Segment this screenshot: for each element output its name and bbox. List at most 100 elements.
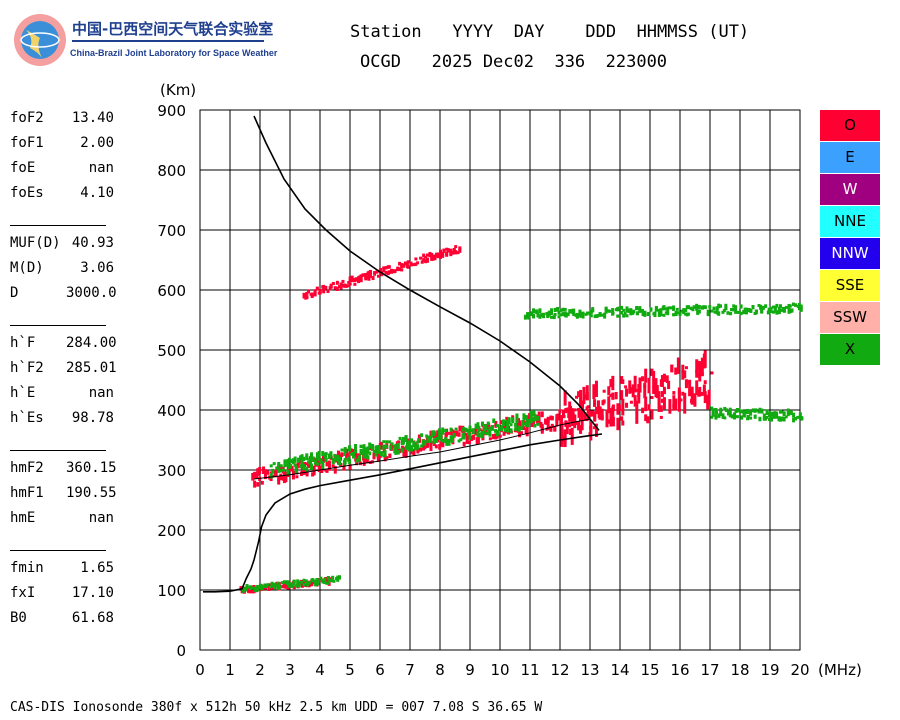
echo-point xyxy=(277,587,281,591)
echo-point xyxy=(269,478,273,482)
echo-point xyxy=(746,410,750,414)
echo-point xyxy=(557,315,561,319)
echo-point xyxy=(638,306,642,310)
echo-point xyxy=(641,376,645,382)
param-label-fmin: fmin xyxy=(10,560,44,576)
echo-point xyxy=(412,441,416,447)
echo-point xyxy=(540,411,544,418)
echo-point xyxy=(503,428,507,432)
echo-point xyxy=(300,460,304,466)
echo-point xyxy=(468,425,472,430)
echo-point xyxy=(773,309,777,313)
echo-point xyxy=(700,392,704,396)
echo-point xyxy=(331,457,335,465)
echo-point xyxy=(737,408,741,412)
echo-point xyxy=(439,441,443,447)
echo-point xyxy=(746,417,750,421)
echo-point xyxy=(354,277,358,282)
echo-point xyxy=(686,312,690,316)
echo-point xyxy=(703,350,707,368)
echo-point xyxy=(572,311,576,317)
echo-point xyxy=(328,578,332,582)
echo-point xyxy=(611,416,615,427)
echo-point xyxy=(470,435,474,441)
echo-point xyxy=(310,463,314,469)
echo-point xyxy=(792,417,796,423)
echo-point xyxy=(528,412,532,420)
echo-point xyxy=(529,410,533,418)
echo-point xyxy=(324,452,328,459)
echo-point xyxy=(660,398,664,403)
echo-point xyxy=(668,306,672,310)
echo-point xyxy=(437,433,441,439)
echo-point xyxy=(573,420,577,429)
echo-point xyxy=(791,302,795,307)
echo-point xyxy=(433,257,437,261)
echo-point xyxy=(286,462,290,467)
echo-point xyxy=(339,286,343,290)
echo-point xyxy=(509,423,513,427)
echo-point xyxy=(444,429,448,433)
echo-point xyxy=(382,266,386,270)
echo-point xyxy=(383,454,387,462)
echo-point xyxy=(778,418,782,422)
echo-point xyxy=(657,313,661,317)
legend-swatch-ssw xyxy=(820,302,880,333)
echo-point xyxy=(333,286,337,290)
echo-point xyxy=(372,449,376,453)
echo-point xyxy=(310,294,314,298)
echo-point xyxy=(305,462,309,466)
x-tick-label: 15 xyxy=(640,661,659,679)
echo-point xyxy=(271,468,275,474)
echo-point xyxy=(765,409,769,413)
echo-point xyxy=(575,314,579,319)
echo-point xyxy=(488,426,492,431)
echo-point xyxy=(786,408,790,414)
echo-point xyxy=(322,284,326,289)
echo-point xyxy=(406,438,410,443)
param-label-hmf2: hmF2 xyxy=(10,460,44,476)
echo-point xyxy=(302,464,306,471)
echo-point xyxy=(549,311,553,315)
echo-point xyxy=(688,379,692,397)
echo-point xyxy=(607,419,611,424)
echo-point xyxy=(753,414,757,419)
echo-point xyxy=(424,255,428,259)
echo-point xyxy=(522,422,526,426)
echo-point xyxy=(758,416,762,422)
echo-point xyxy=(272,462,276,466)
echo-point xyxy=(428,437,432,443)
echo-point xyxy=(441,427,445,434)
echo-point xyxy=(416,440,420,444)
echo-point xyxy=(614,391,618,400)
echo-point xyxy=(274,472,278,478)
echo-point xyxy=(277,467,281,473)
echo-point xyxy=(362,458,366,465)
echo-point xyxy=(499,420,503,425)
echo-point xyxy=(593,315,597,319)
echo-point xyxy=(542,315,546,319)
echo-point xyxy=(579,312,583,316)
echo-point xyxy=(596,400,600,408)
echo-point xyxy=(674,407,678,411)
echo-point xyxy=(616,417,620,431)
echo-point xyxy=(697,309,701,314)
echo-point xyxy=(253,480,257,488)
echo-point xyxy=(568,401,572,409)
echo-point xyxy=(547,310,551,314)
echo-point xyxy=(711,408,715,413)
echo-point xyxy=(532,309,536,313)
echo-point xyxy=(334,456,338,462)
echo-point xyxy=(788,304,792,308)
echo-point xyxy=(616,403,620,415)
echo-point xyxy=(621,398,625,416)
x-tick-label: 0 xyxy=(195,661,205,679)
echo-point xyxy=(770,412,774,417)
echo-point xyxy=(611,392,615,400)
echo-point xyxy=(629,387,633,393)
echo-point xyxy=(747,307,751,313)
echo-point xyxy=(302,583,306,587)
echo-point xyxy=(344,284,348,288)
echo-point xyxy=(677,389,681,405)
legend-swatch-w xyxy=(820,174,880,205)
